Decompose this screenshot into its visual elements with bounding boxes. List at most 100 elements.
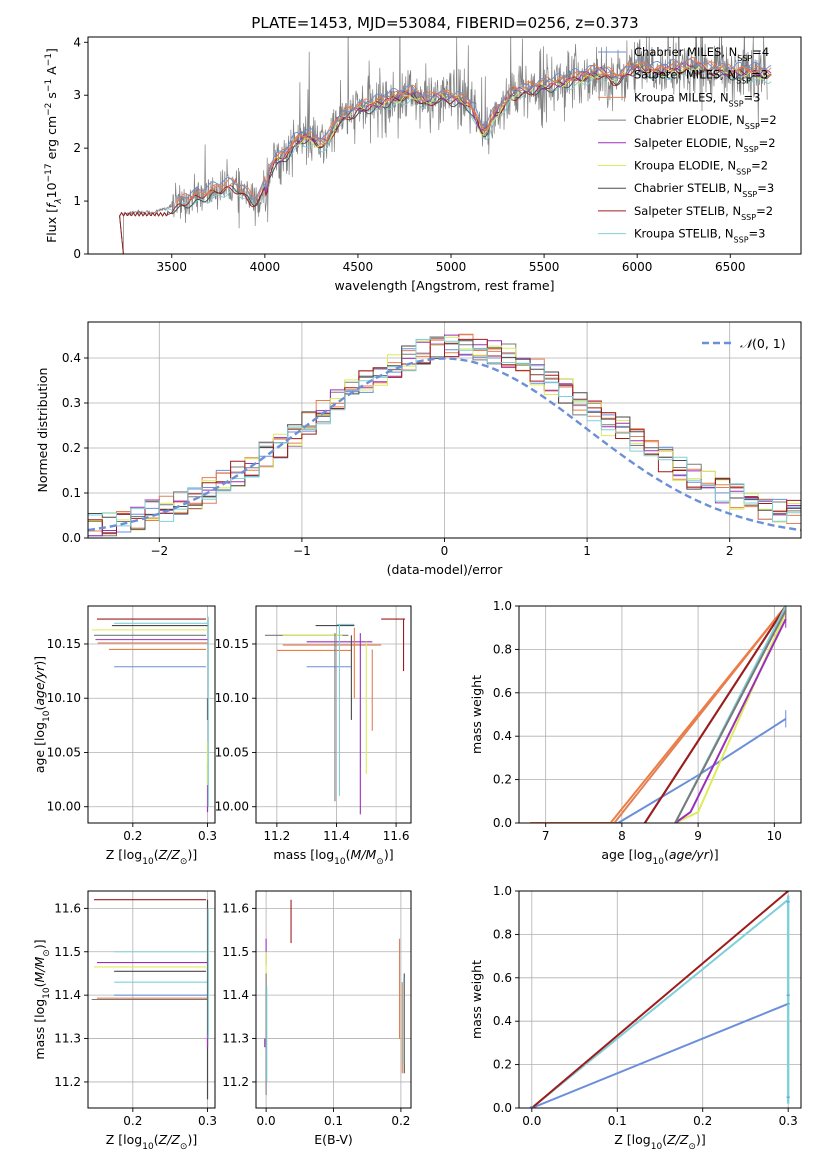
x-tick-label: 4000	[250, 260, 281, 274]
y-tick-label: 2	[73, 141, 81, 155]
figure-title: PLATE=1453, MJD=53084, FIBERID=0256, z=0…	[251, 14, 638, 32]
x-axis-label: Z [log10(Z/Z⊙)]	[614, 1132, 705, 1152]
y-axis-label: Flux [fλ10−17 erg cm−2 s−1 A−1]	[44, 48, 64, 243]
x-tick-label: 11.2	[264, 829, 291, 843]
mass-vs-ebv-marks	[264, 899, 405, 1095]
y-tick-label: 0.6	[493, 971, 512, 985]
y-axis-label: mass weight	[469, 960, 484, 1039]
histogram-kroupa-stelib	[88, 336, 801, 538]
x-tick-label: 7	[542, 829, 550, 843]
age-vs-Z-panel: 0.2 0.3 10.00 10.05 10.10 10.15 Z [log10(Z/Z⊙)…	[32, 605, 217, 867]
residuals-marks	[88, 333, 801, 538]
weight-line-kroupa-stelib	[531, 898, 789, 1108]
legend-entry: Chabrier STELIB, NSSP=3	[634, 181, 774, 199]
x-tick-label: 8	[618, 829, 626, 843]
y-tick-label: 11.5	[222, 945, 249, 959]
x-tick-label: 11.4	[323, 829, 350, 843]
y-tick-label: 11.2	[222, 1075, 249, 1089]
y-tick-label: 0.4	[493, 1014, 512, 1028]
y-tick-label: 10.05	[215, 745, 249, 759]
axes-frame	[518, 890, 802, 1109]
weight-line-kroupa-miles	[530, 606, 787, 823]
model-line-salpeter-elodie	[264, 62, 772, 193]
weight-line-salpeter-elodie	[674, 618, 787, 823]
residuals-panel: −2 −1 0 1 2 0.0 0.1 0.2 0.3 0.4 𝒩(0, 1) (data-model…	[35, 321, 802, 577]
y-tick-label: 0.8	[493, 642, 512, 656]
age-vs-mass-panel: 11.2 11.4 11.6 10.00 10.05 10.10 10.15 mass [lo…	[215, 605, 412, 867]
x-tick-label: −2	[150, 544, 168, 558]
model-line-chabrier-miles	[176, 58, 772, 200]
y-tick-label: 11.3	[54, 1032, 81, 1046]
age-vs-Z-marks	[91, 616, 209, 813]
x-axis-label: Z [log10(Z/Z⊙)]	[106, 1132, 197, 1152]
y-tick-label: 0.4	[62, 351, 81, 365]
y-tick-label: 1.0	[493, 599, 512, 613]
weight-line-salpeter-miles	[530, 606, 787, 823]
x-axis-label: mass [log10(M/M⊙)]	[273, 847, 393, 867]
legend-entry: Kroupa ELODIE, NSSP=2	[634, 159, 768, 177]
y-tick-label: 1.0	[493, 884, 512, 898]
weight-line-chabrier-elodie	[674, 609, 787, 823]
y-tick-label: 11.5	[54, 945, 81, 959]
x-tick-label: 0.0	[257, 1114, 276, 1128]
x-axis-label: Z [log10(Z/Z⊙)]	[106, 847, 197, 867]
y-tick-label: 0.2	[493, 1058, 512, 1072]
axes-frame	[518, 605, 802, 824]
y-tick-label: 0.1	[62, 486, 81, 500]
legend-entry: Salpeter ELODIE, NSSP=2	[634, 136, 776, 154]
y-tick-label: 10.15	[215, 637, 249, 651]
weight-vs-Z-panel: 0.0 0.1 0.2 0.3 0.0 0.2 0.4 0.6 0.8 1.0 Z [log10(Z…	[469, 884, 802, 1152]
weight-line-chabrier-miles	[530, 717, 787, 823]
y-tick-label: 11.4	[222, 988, 249, 1002]
y-tick-label: 0.8	[493, 927, 512, 941]
x-axis-label: (data-model)/error	[387, 562, 504, 577]
x-tick-label: 3500	[156, 260, 187, 274]
legend-entry: Chabrier ELODIE, NSSP=2	[634, 113, 777, 131]
legend-entry: 𝒩(0, 1)	[740, 336, 786, 351]
axes-frame	[87, 605, 216, 824]
x-tick-label: 0.1	[324, 1114, 343, 1128]
y-tick-label: 0.6	[493, 686, 512, 700]
legend-entry: Salpeter STELIB, NSSP=2	[634, 204, 773, 222]
x-tick-label: 9	[694, 829, 702, 843]
y-tick-label: 0	[73, 247, 81, 261]
weight-vs-Z-marks	[529, 891, 790, 1108]
x-tick-label: −1	[293, 544, 311, 558]
y-tick-label: 10.00	[215, 800, 249, 814]
x-tick-label: 0.2	[123, 829, 142, 843]
y-tick-label: 11.6	[54, 901, 81, 915]
y-tick-label: 0.0	[62, 531, 81, 545]
model-line-kroupa-elodie	[264, 63, 772, 193]
x-tick-label: 4500	[343, 260, 374, 274]
x-tick-label: 0.2	[391, 1114, 410, 1128]
y-tick-label: 0.0	[493, 816, 512, 830]
legend-entry: Salpeter MILES, NSSP=3	[634, 68, 768, 86]
spectrum-legend: Chabrier MILES, NSSP=4 Salpeter MILES, NS…	[598, 45, 777, 244]
spectrum-marks	[119, 37, 772, 254]
spectrum-panel: 3500 4000 4500 5000 5500 6000 6500 0 1 2 3 4 Chabrie…	[44, 35, 802, 293]
axes-frame	[87, 890, 216, 1109]
y-tick-label: 10.10	[47, 691, 81, 705]
y-axis-label: Normed distribution	[35, 368, 50, 493]
x-tick-label: 5000	[436, 260, 467, 274]
x-tick-label: 0.1	[608, 1114, 627, 1128]
x-tick-label: 2	[726, 544, 734, 558]
x-tick-label: 1	[583, 544, 591, 558]
weight-line-salpeter-stelib	[531, 891, 789, 1108]
y-tick-label: 10.15	[47, 637, 81, 651]
x-tick-label: 0.3	[198, 1114, 217, 1128]
mass-vs-ebv-panel: 0.0 0.1 0.2 11.2 11.3 11.4 11.5 11.6 E(B-V)	[222, 890, 412, 1147]
y-tick-label: 11.6	[222, 901, 249, 915]
y-axis-label: age [log10(age/yr)]	[32, 656, 52, 773]
axes-frame	[87, 36, 802, 255]
x-tick-label: 6500	[715, 260, 746, 274]
model-line-salpeter-miles	[176, 57, 772, 202]
y-tick-label: 0.2	[493, 773, 512, 787]
x-axis-label: age [log10(age/yr)]	[601, 847, 718, 867]
x-tick-label: 0.2	[123, 1114, 142, 1128]
weight-vs-age-panel: 7 8 9 10 0.0 0.2 0.4 0.6 0.8 1.0 age [log10(age/yr…	[469, 599, 802, 867]
x-tick-label: 0.3	[198, 829, 217, 843]
x-tick-label: 0	[441, 544, 449, 558]
weight-line-salpeter-stelib	[643, 606, 787, 823]
